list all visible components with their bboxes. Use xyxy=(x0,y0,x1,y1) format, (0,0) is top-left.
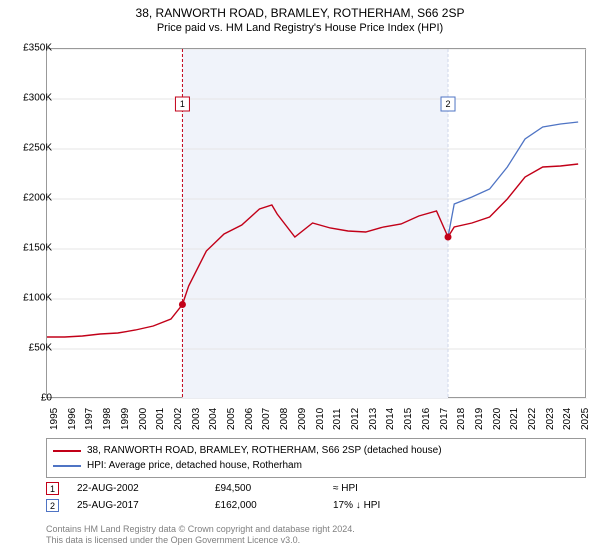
x-tick-label: 2003 xyxy=(191,408,202,430)
marker-2-date: 25-AUG-2017 xyxy=(77,500,197,511)
x-tick-label: 2020 xyxy=(492,408,503,430)
marker-box-1: 1 xyxy=(46,482,59,495)
y-tick-label: £250K xyxy=(23,143,52,154)
svg-text:2: 2 xyxy=(446,99,451,109)
x-tick-label: 2004 xyxy=(208,408,219,430)
marker-1-price: £94,500 xyxy=(215,483,315,494)
marker-1-pct: ≈ HPI xyxy=(333,483,453,494)
legend-label-property: 38, RANWORTH ROAD, BRAMLEY, ROTHERHAM, S… xyxy=(87,443,442,458)
x-tick-label: 2006 xyxy=(244,408,255,430)
legend: 38, RANWORTH ROAD, BRAMLEY, ROTHERHAM, S… xyxy=(46,438,586,478)
x-tick-label: 2007 xyxy=(261,408,272,430)
footer-attribution: Contains HM Land Registry data © Crown c… xyxy=(46,524,586,547)
chart-plot-area: 12 xyxy=(46,48,586,398)
y-tick-label: £0 xyxy=(41,393,52,404)
marker-row-1: 1 22-AUG-2002 £94,500 ≈ HPI xyxy=(46,480,586,497)
legend-item-hpi: HPI: Average price, detached house, Roth… xyxy=(53,458,579,473)
y-tick-label: £300K xyxy=(23,93,52,104)
svg-text:1: 1 xyxy=(180,99,185,109)
x-tick-label: 1999 xyxy=(120,408,131,430)
footer-line-1: Contains HM Land Registry data © Crown c… xyxy=(46,524,586,535)
legend-item-property: 38, RANWORTH ROAD, BRAMLEY, ROTHERHAM, S… xyxy=(53,443,579,458)
x-tick-label: 2014 xyxy=(385,408,396,430)
chart-title-1: 38, RANWORTH ROAD, BRAMLEY, ROTHERHAM, S… xyxy=(0,0,600,22)
marker-2-pct: 17% ↓ HPI xyxy=(333,500,453,511)
legend-label-hpi: HPI: Average price, detached house, Roth… xyxy=(87,458,302,473)
x-tick-label: 2009 xyxy=(297,408,308,430)
x-tick-label: 2016 xyxy=(421,408,432,430)
y-tick-label: £50K xyxy=(29,343,52,354)
x-tick-label: 2002 xyxy=(173,408,184,430)
x-tick-label: 2013 xyxy=(368,408,379,430)
x-tick-label: 2010 xyxy=(315,408,326,430)
chart-title-2: Price paid vs. HM Land Registry's House … xyxy=(0,22,600,34)
x-tick-label: 2008 xyxy=(279,408,290,430)
y-tick-label: £350K xyxy=(23,43,52,54)
x-tick-label: 2012 xyxy=(350,408,361,430)
x-tick-label: 2021 xyxy=(509,408,520,430)
x-tick-label: 2025 xyxy=(580,408,591,430)
x-tick-label: 2000 xyxy=(138,408,149,430)
y-tick-label: £200K xyxy=(23,193,52,204)
marker-row-2: 2 25-AUG-2017 £162,000 17% ↓ HPI xyxy=(46,497,586,514)
x-tick-label: 2001 xyxy=(155,408,166,430)
y-tick-label: £100K xyxy=(23,293,52,304)
x-tick-label: 2022 xyxy=(527,408,538,430)
marker-2-price: £162,000 xyxy=(215,500,315,511)
x-tick-label: 1996 xyxy=(67,408,78,430)
x-tick-label: 2023 xyxy=(545,408,556,430)
x-tick-label: 2019 xyxy=(474,408,485,430)
x-tick-label: 2018 xyxy=(456,408,467,430)
x-tick-label: 1997 xyxy=(84,408,95,430)
x-tick-label: 2011 xyxy=(332,408,343,430)
marker-1-date: 22-AUG-2002 xyxy=(77,483,197,494)
x-tick-label: 2015 xyxy=(403,408,414,430)
x-tick-label: 2005 xyxy=(226,408,237,430)
marker-table: 1 22-AUG-2002 £94,500 ≈ HPI 2 25-AUG-201… xyxy=(46,480,586,514)
chart-svg: 12 xyxy=(47,49,587,399)
legend-swatch-property xyxy=(53,450,81,452)
marker-box-2: 2 xyxy=(46,499,59,512)
x-tick-label: 2024 xyxy=(562,408,573,430)
legend-swatch-hpi xyxy=(53,465,81,467)
x-tick-label: 1995 xyxy=(49,408,60,430)
footer-line-2: This data is licensed under the Open Gov… xyxy=(46,535,586,546)
x-tick-label: 2017 xyxy=(439,408,450,430)
y-tick-label: £150K xyxy=(23,243,52,254)
x-tick-label: 1998 xyxy=(102,408,113,430)
